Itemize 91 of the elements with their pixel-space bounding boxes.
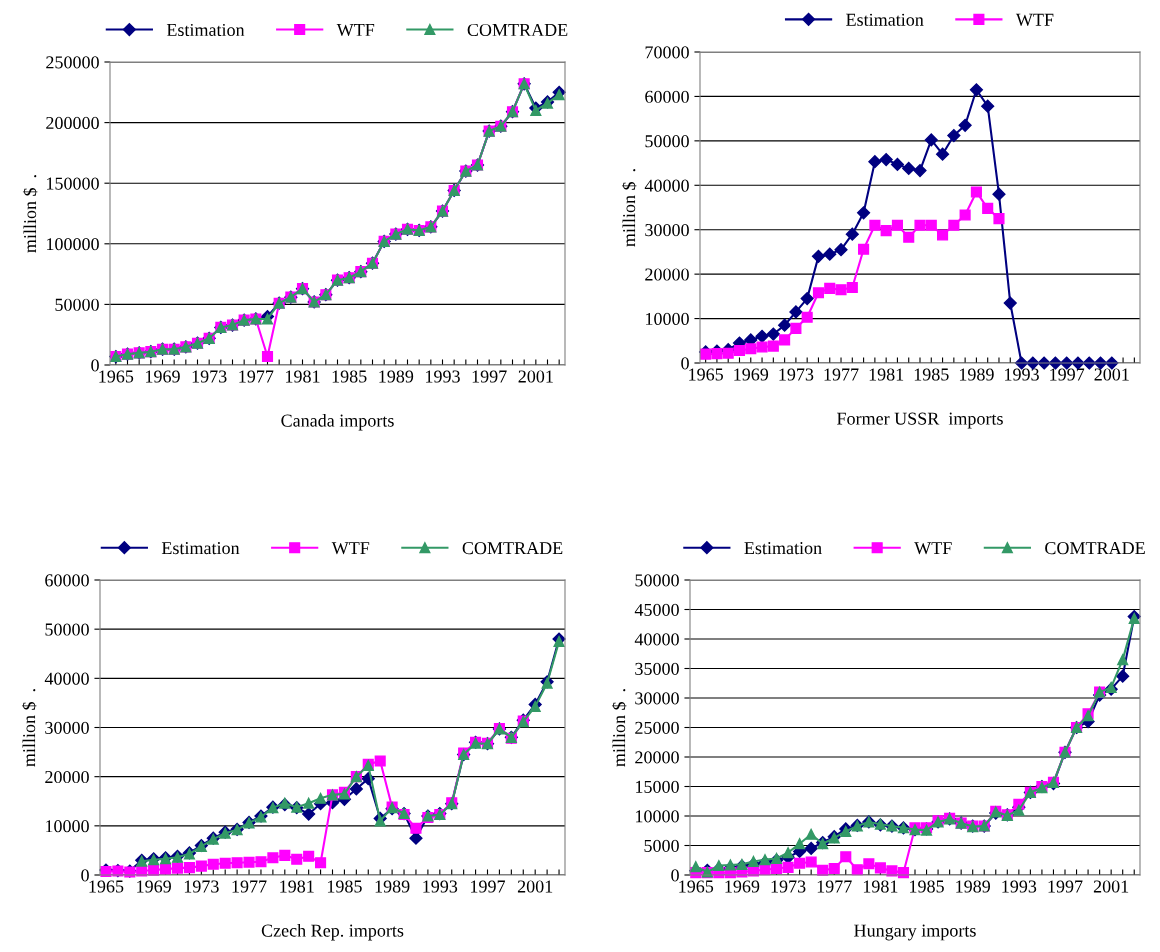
x-axis-title: Czech Rep. imports [261,924,404,941]
y-tick-label: 25000 [635,721,679,734]
x-tick-label: 1965 [689,368,723,381]
legend-label: Estimation [744,542,822,555]
x-tick-label: 1985 [332,370,367,383]
x-axis-title: Canada imports [281,414,394,431]
y-tick-label: 5000 [644,839,679,852]
y-tick-label: 0 [81,869,89,882]
y-tick-label: 10000 [636,810,679,823]
legend-label: COMTRADE [467,23,568,37]
x-tick-label: 1965 [99,370,134,383]
x-tick-label: 1981 [863,880,898,893]
x-tick-label: 1973 [192,370,227,383]
y-tick-label: 40000 [44,672,89,685]
x-tick-label: 1993 [1002,880,1037,893]
x-tick-label: 2001 [518,370,553,383]
y-tick-label: 50000 [635,574,679,587]
y-tick-label: 60000 [645,90,689,103]
y-axis-title: million $ . [611,689,627,767]
y-tick-label: 50000 [645,135,689,148]
x-tick-label: 1993 [1005,368,1039,381]
x-tick-label: 1989 [959,368,994,381]
y-tick-label: 70000 [645,46,689,59]
x-tick-label: 1973 [184,880,219,893]
legend-label: COMTRADE [1045,542,1145,555]
x-tick-label: 1965 [89,880,124,893]
x-tick-label: 1989 [379,370,414,383]
y-tick-label: 35000 [635,662,679,675]
y-tick-label: 150000 [47,177,99,190]
x-tick-label: 1993 [426,370,460,383]
x-tick-label: 1981 [286,370,320,383]
y-tick-label: 40000 [634,633,679,646]
y-tick-label: 40000 [644,179,689,192]
x-tick-label: 1977 [232,880,267,893]
y-tick-label: 60000 [45,574,89,587]
y-tick-label: 0 [681,357,689,370]
y-tick-label: 20000 [645,268,689,281]
x-axis-title: Hungary imports [854,924,976,941]
x-tick-label: 1985 [327,880,362,893]
legend-label: Estimation [161,542,240,555]
x-tick-label: 1997 [471,880,506,893]
legend-label: Estimation [846,13,924,26]
y-tick-label: 45000 [634,603,679,616]
y-axis-title: million $ . [22,175,38,253]
y-tick-label: 30000 [45,721,89,734]
x-tick-label: 1981 [280,880,314,893]
x-tick-label: 1997 [1048,880,1083,893]
x-tick-label: 1965 [679,880,714,893]
y-tick-label: 20000 [635,751,679,764]
y-tick-label: 15000 [636,780,679,793]
x-tick-label: 1989 [956,880,991,893]
x-axis-title: Former USSR imports [837,412,1003,429]
x-tick-label: 1989 [375,880,410,893]
y-axis-title: million $ . [621,169,637,247]
legend-label: Estimation [166,23,245,37]
x-tick-label: 1985 [910,880,944,893]
y-tick-label: 10000 [46,820,89,833]
x-tick-label: 1973 [779,368,814,381]
x-tick-label: 1985 [914,368,949,381]
x-tick-label: 1969 [734,368,769,381]
y-tick-label: 50000 [55,298,99,311]
x-tick-label: 2001 [1093,880,1129,893]
y-tick-label: 100000 [47,238,99,251]
x-tick-label: 1973 [771,880,806,893]
y-tick-label: 30000 [635,692,679,705]
y-tick-label: 0 [91,359,99,372]
x-tick-label: 1977 [817,880,852,893]
x-tick-label: 1981 [869,368,904,381]
x-tick-label: 1997 [1050,368,1085,381]
x-tick-label: 1969 [146,370,180,383]
legend-label: WTF [1015,13,1054,26]
x-tick-label: 1997 [472,370,507,383]
y-tick-label: 10000 [646,312,689,326]
y-tick-label: 200000 [46,116,99,130]
x-tick-label: 1977 [239,370,274,383]
x-tick-label: 2001 [517,880,553,893]
y-tick-label: 50000 [45,623,89,636]
x-tick-label: 1993 [423,880,458,893]
y-tick-label: 0 [671,869,679,882]
legend-label: WTF [331,542,370,555]
x-tick-label: 1969 [137,880,171,893]
x-tick-label: 2001 [1094,368,1129,381]
legend-label: WTF [914,542,952,555]
y-tick-label: 250000 [46,56,99,69]
y-tick-label: 30000 [645,223,689,237]
legend-label: WTF [336,24,375,37]
x-tick-label: 1969 [725,880,760,893]
x-tick-label: 1977 [824,368,859,381]
y-axis-title: million $ . [21,689,37,767]
legend-label: COMTRADE [462,542,563,555]
y-tick-label: 20000 [45,770,89,784]
